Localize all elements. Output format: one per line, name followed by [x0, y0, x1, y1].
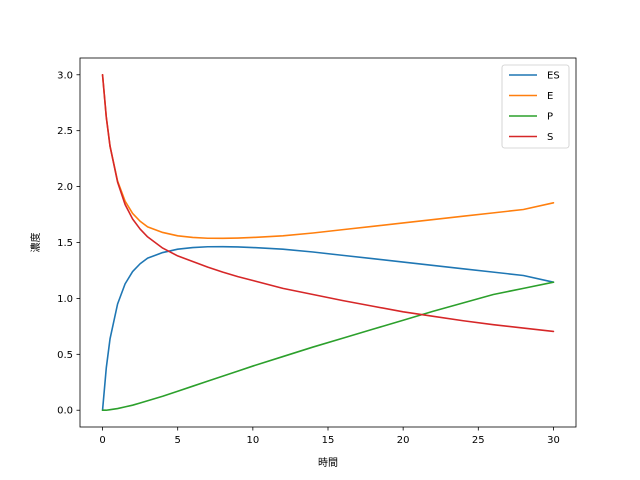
legend-label-s: S	[547, 132, 553, 143]
x-tick-label: 20	[397, 435, 410, 446]
y-tick-label: 2.5	[57, 126, 73, 137]
x-tick-label: 10	[246, 435, 259, 446]
legend-label-p: P	[547, 112, 553, 123]
y-axis: 0.0 0.5 1.0 1.5 2.0 2.5 3.0	[57, 70, 80, 417]
series-line-e	[101, 73, 555, 240]
y-tick-label: 3.0	[57, 70, 73, 81]
x-axis: 0 5 10 15 20 25 30	[99, 427, 560, 446]
x-axis-label: 時間	[318, 457, 338, 469]
series-line-p	[101, 281, 555, 412]
x-tick-label: 30	[547, 435, 560, 446]
x-tick-label: 0	[99, 435, 105, 446]
x-tick-label: 15	[322, 435, 335, 446]
y-tick-label: 1.0	[57, 294, 73, 305]
series-line-es	[101, 245, 555, 412]
y-axis-label: 濃度	[29, 233, 42, 253]
series-layer	[101, 73, 555, 412]
y-tick-label: 0.0	[57, 406, 73, 417]
series-line-s	[101, 73, 555, 333]
x-tick-label: 25	[472, 435, 485, 446]
legend: ES EPS	[501, 64, 570, 149]
x-tick-label: 5	[175, 435, 181, 446]
legend-box	[501, 64, 570, 149]
y-tick-label: 0.5	[57, 350, 73, 361]
legend-label-es: ES	[547, 71, 560, 82]
y-tick-label: 1.5	[57, 238, 73, 249]
y-tick-label: 2.0	[57, 182, 73, 193]
legend-label-e: E	[547, 91, 553, 102]
